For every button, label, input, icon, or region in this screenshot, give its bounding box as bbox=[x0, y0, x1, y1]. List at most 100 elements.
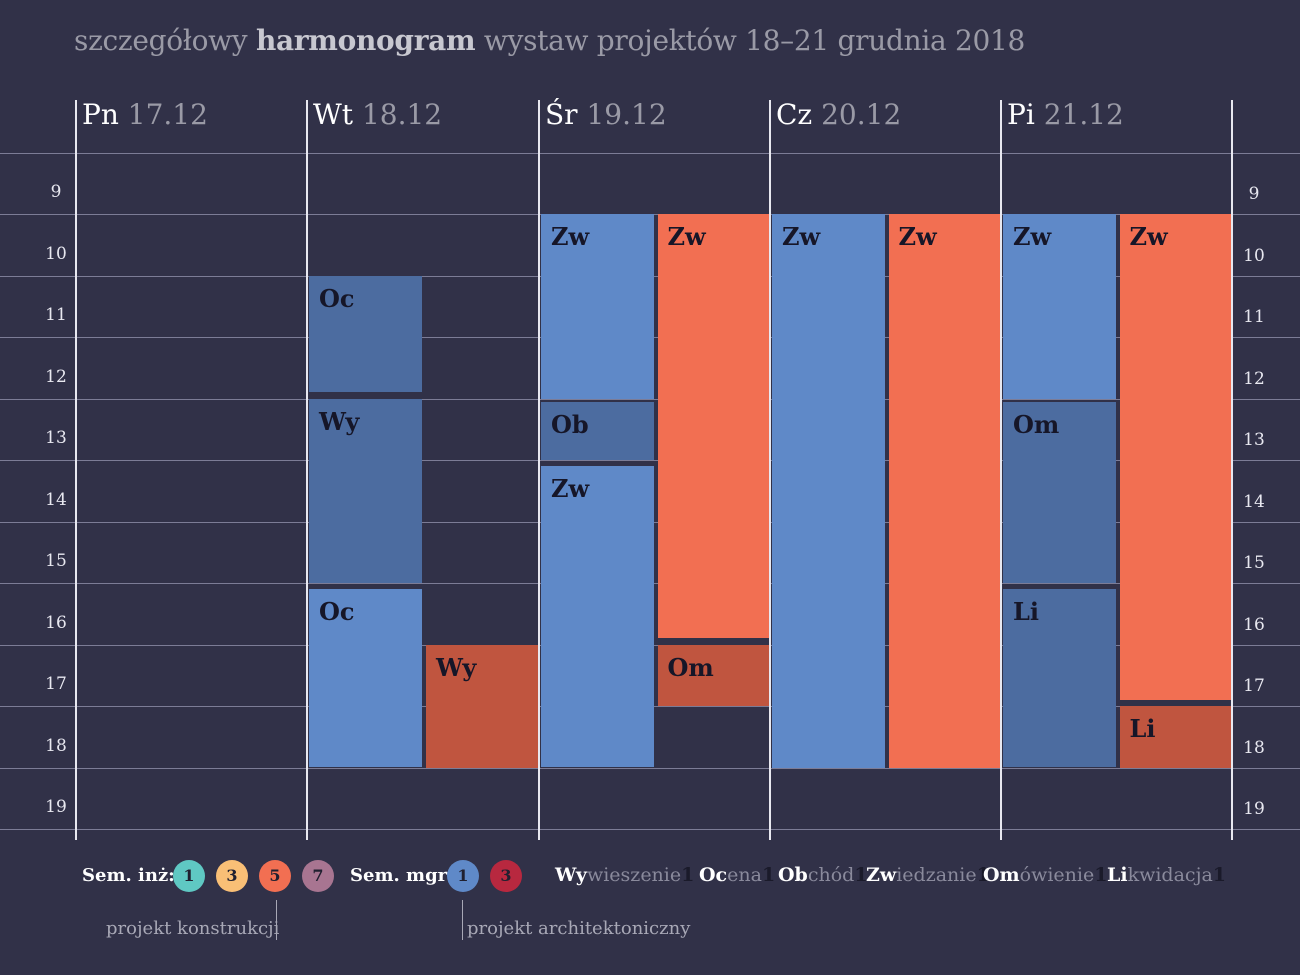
event-code: Zw bbox=[898, 222, 937, 251]
event-code: Om bbox=[1013, 409, 1060, 439]
hour-label-left: 13 bbox=[45, 428, 67, 448]
hour-label-right: 19 bbox=[1243, 799, 1265, 819]
schedule-event[interactable]: Wy bbox=[426, 644, 539, 768]
activity-rest: ówienie bbox=[1019, 864, 1095, 886]
activity-rest: wieszenie bbox=[586, 864, 682, 886]
hour-label-left: 15 bbox=[45, 551, 67, 571]
day-separator bbox=[1231, 100, 1233, 840]
note-konstrukcji: projekt konstrukcji bbox=[106, 918, 280, 939]
event-code: Li bbox=[1013, 597, 1039, 627]
title-bold: harmonogram bbox=[255, 24, 476, 57]
hour-label-right: 11 bbox=[1243, 307, 1265, 327]
schedule-event[interactable]: Li bbox=[1003, 589, 1116, 768]
hour-label-right: 13 bbox=[1243, 430, 1265, 450]
semester-dot: 3 bbox=[490, 860, 522, 892]
legend-label-inz: Sem. inż: bbox=[82, 865, 175, 886]
hour-label-left: 9 bbox=[50, 182, 62, 202]
activity-sub: 1 bbox=[761, 864, 776, 886]
activity-sub: 1 bbox=[976, 864, 990, 886]
legend-activity: Zwiedzanie1 bbox=[866, 864, 990, 886]
day-separator bbox=[75, 100, 77, 840]
event-code: Wy bbox=[319, 406, 360, 436]
grid-line-hour bbox=[0, 768, 1300, 769]
legend-activity: Omówienie1 bbox=[983, 864, 1107, 886]
schedule-event[interactable]: Wy bbox=[309, 398, 422, 583]
activity-abbr: Oc bbox=[699, 864, 728, 886]
schedule-event[interactable]: Li bbox=[1119, 706, 1232, 768]
event-code: Om bbox=[667, 652, 714, 682]
hour-label-right: 18 bbox=[1243, 737, 1265, 758]
semester-dot: 7 bbox=[302, 860, 334, 892]
hour-label-left: 11 bbox=[45, 305, 67, 325]
hour-label-right: 17 bbox=[1243, 676, 1265, 696]
day-abbr: Wt bbox=[313, 98, 354, 131]
event-code: Oc bbox=[319, 283, 355, 313]
schedule-event[interactable]: Zw bbox=[541, 214, 654, 399]
schedule-event[interactable]: Zw bbox=[1119, 214, 1232, 700]
hour-label-left: 10 bbox=[45, 243, 67, 264]
schedule-event[interactable]: Zw bbox=[657, 214, 770, 639]
activity-rest: ena bbox=[727, 864, 762, 886]
day-separator bbox=[1000, 100, 1002, 840]
activity-rest: chód bbox=[807, 864, 855, 886]
day-header: Cz 20.12 bbox=[776, 98, 901, 131]
day-separator bbox=[306, 100, 308, 840]
day-abbr: Cz bbox=[776, 98, 813, 131]
legend-activity: Ocena1 bbox=[699, 864, 775, 886]
hour-label-right: 15 bbox=[1243, 553, 1265, 573]
event-code: Li bbox=[1129, 714, 1156, 743]
hour-label-right: 16 bbox=[1243, 614, 1265, 635]
page-title: szczegółowy harmonogram wystaw projektów… bbox=[74, 24, 1025, 57]
schedule-event[interactable]: Zw bbox=[1003, 214, 1116, 399]
day-date: 18.12 bbox=[361, 98, 443, 131]
schedule-event[interactable]: Zw bbox=[541, 466, 654, 768]
activity-abbr: Ob bbox=[778, 864, 808, 886]
day-header: Pi 21.12 bbox=[1007, 98, 1124, 131]
hour-label-right: 10 bbox=[1243, 245, 1265, 266]
day-abbr: Śr bbox=[545, 98, 578, 131]
activity-abbr: Wy bbox=[555, 864, 587, 886]
day-header: Wt 18.12 bbox=[313, 98, 442, 131]
legend-activity: Likwidacja1 bbox=[1107, 864, 1226, 886]
hour-label-left: 19 bbox=[45, 797, 67, 817]
activity-sub: 1 bbox=[854, 864, 868, 886]
schedule-event[interactable]: Oc bbox=[309, 589, 422, 768]
day-date: 20.12 bbox=[821, 98, 902, 131]
event-code: Zw bbox=[1013, 222, 1052, 251]
event-code: Ob bbox=[551, 409, 589, 439]
day-separator bbox=[769, 100, 771, 840]
schedule-event[interactable]: Zw bbox=[888, 214, 1001, 768]
schedule-event[interactable]: Oc bbox=[309, 275, 422, 393]
schedule-event[interactable]: Om bbox=[1003, 401, 1116, 583]
day-header: Śr 19.12 bbox=[545, 98, 667, 131]
schedule-event[interactable]: Ob bbox=[541, 401, 654, 460]
day-abbr: Pi bbox=[1007, 98, 1035, 131]
event-code: Zw bbox=[551, 222, 590, 251]
activity-abbr: Zw bbox=[866, 864, 897, 886]
day-separator bbox=[538, 100, 540, 840]
day-header: Pn 17.12 bbox=[82, 98, 208, 131]
grid-line-top bbox=[0, 153, 1300, 154]
event-code: Zw bbox=[1129, 222, 1168, 251]
schedule-event[interactable]: Zw bbox=[772, 214, 885, 768]
day-date: 17.12 bbox=[127, 98, 208, 131]
legend-tick bbox=[276, 900, 277, 940]
hour-label-left: 16 bbox=[45, 612, 67, 633]
activity-abbr: Li bbox=[1107, 864, 1128, 886]
day-abbr: Pn bbox=[82, 98, 119, 131]
event-code: Zw bbox=[667, 222, 706, 251]
grid-line-hour bbox=[0, 399, 1300, 400]
semester-dot: 3 bbox=[216, 860, 248, 892]
activity-sub: 1 bbox=[681, 864, 695, 886]
legend-label-mgr: Sem. mgr: bbox=[350, 865, 454, 886]
grid-line-hour bbox=[0, 460, 1300, 461]
day-date: 21.12 bbox=[1043, 98, 1124, 131]
activity-sub: 1 bbox=[1094, 864, 1108, 886]
title-pre: szczegółowy bbox=[74, 24, 256, 57]
hour-label-left: 12 bbox=[45, 366, 67, 387]
hour-label-left: 14 bbox=[45, 489, 67, 510]
activity-rest: iedzanie bbox=[896, 864, 977, 886]
schedule-event[interactable]: Om bbox=[657, 644, 770, 706]
hour-label-left: 18 bbox=[45, 735, 67, 756]
activity-abbr: Om bbox=[983, 864, 1020, 886]
